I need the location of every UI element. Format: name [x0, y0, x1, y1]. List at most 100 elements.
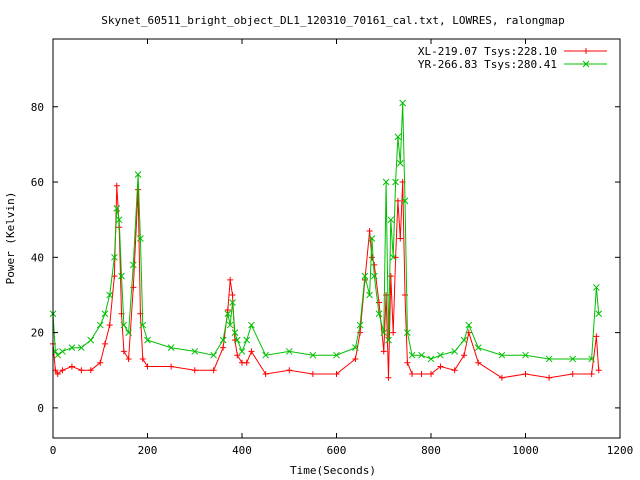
data-point [120, 348, 127, 355]
data-point [380, 329, 388, 336]
data-point [68, 363, 75, 370]
data-point [210, 351, 218, 359]
data-point [120, 321, 128, 329]
data-point [285, 348, 293, 355]
data-point [522, 351, 529, 359]
data-point [229, 291, 236, 298]
data-point [238, 348, 246, 355]
data-point [451, 367, 458, 374]
data-point [399, 99, 407, 107]
y-tick-label: 80 [31, 101, 44, 114]
data-point [118, 272, 125, 280]
data-point [366, 291, 373, 299]
data-point [219, 336, 227, 344]
data-point [404, 329, 411, 336]
data-point [227, 276, 234, 283]
legend-label: YR-266.83 Tsys:280.41 [418, 58, 557, 71]
data-point [394, 133, 402, 141]
data-point [68, 344, 76, 352]
data-point [569, 355, 577, 363]
data-point [139, 355, 146, 362]
data-point [418, 351, 425, 359]
data-point [389, 253, 397, 261]
data-point [437, 351, 444, 359]
data-point [475, 359, 482, 366]
data-point [437, 363, 444, 370]
data-point [309, 371, 316, 378]
data-point [106, 322, 113, 329]
data-point [394, 197, 401, 204]
data-point [593, 333, 600, 340]
data-point [371, 261, 378, 268]
data-point [382, 178, 390, 186]
data-point [54, 371, 61, 378]
y-tick-label: 40 [31, 251, 44, 264]
data-point [451, 348, 458, 355]
y-axis-label: Power (Kelvin) [4, 192, 17, 285]
data-point [366, 227, 373, 234]
data-point [220, 344, 227, 351]
data-point [498, 374, 505, 381]
data-point [390, 329, 397, 336]
data-point [461, 352, 468, 359]
data-point [595, 310, 603, 318]
data-point [226, 321, 234, 329]
data-point [370, 272, 378, 280]
data-point [101, 340, 108, 347]
data-point [409, 371, 416, 378]
data-point [262, 351, 269, 359]
data-point [404, 359, 411, 366]
data-point [309, 351, 317, 359]
data-point [229, 299, 236, 306]
series-layer [49, 99, 603, 381]
data-point [396, 159, 404, 167]
data-point [125, 355, 132, 362]
data-point [418, 371, 425, 378]
data-point [59, 348, 66, 355]
data-point [113, 205, 121, 212]
data-point [115, 216, 123, 224]
data-point [243, 359, 250, 366]
legend-marker [582, 60, 590, 68]
data-point [361, 272, 369, 280]
y-tick-label: 20 [31, 327, 44, 340]
data-point [125, 329, 132, 336]
x-tick-label: 0 [50, 444, 57, 457]
data-point [191, 348, 199, 355]
data-point [428, 371, 434, 378]
data-point [593, 284, 600, 291]
data-point [546, 374, 553, 381]
data-point [101, 310, 109, 318]
data-point [286, 367, 293, 374]
data-point [97, 359, 104, 366]
data-point [385, 336, 392, 344]
data-point [588, 355, 596, 363]
data-point [129, 261, 137, 269]
x-tick-label: 1000 [512, 444, 539, 457]
data-point [498, 351, 506, 359]
data-point [59, 367, 66, 374]
data-point [224, 310, 232, 318]
data-point [78, 367, 85, 374]
data-point [408, 351, 416, 359]
data-point [248, 321, 255, 329]
data-point [231, 329, 239, 336]
data-point [262, 371, 269, 378]
series-yr [49, 99, 603, 363]
legend-label: XL-219.07 Tsys:228.10 [418, 45, 557, 58]
data-point [352, 344, 359, 352]
data-point [234, 352, 241, 359]
data-point [376, 299, 383, 306]
data-point [54, 351, 62, 359]
data-point [474, 344, 482, 352]
data-point [588, 371, 595, 378]
data-point [139, 321, 147, 329]
data-point [96, 321, 104, 329]
data-point [385, 374, 392, 381]
data-point [545, 355, 553, 363]
data-point [87, 336, 95, 344]
data-point [427, 355, 435, 363]
data-point [368, 235, 376, 242]
